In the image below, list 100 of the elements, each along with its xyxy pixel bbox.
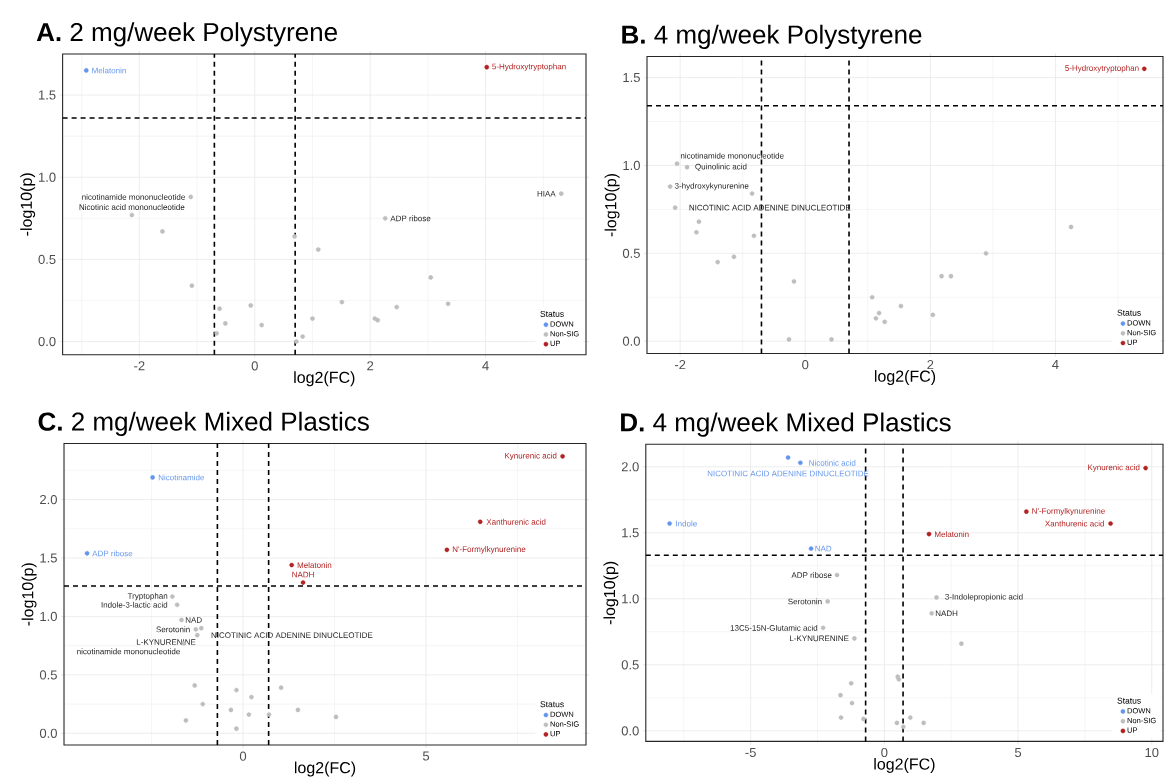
point (194, 632, 200, 638)
x-tick-label: 2 (927, 360, 934, 370)
x-tick-label: 5 (1014, 747, 1022, 757)
point (295, 707, 301, 713)
point (183, 718, 189, 723)
annotation: NAD (815, 545, 832, 552)
point (249, 694, 254, 700)
point (948, 273, 954, 279)
point (1068, 224, 1074, 230)
x-tick-label: -2 (134, 361, 145, 371)
point (876, 310, 882, 316)
point (896, 677, 902, 682)
annotation: N'-Formylkynurenine (1032, 507, 1105, 516)
annotation: NADH (935, 610, 958, 617)
point (785, 455, 791, 460)
point (234, 726, 239, 731)
y-tick-label: 1.5 (622, 528, 639, 538)
annotation: 5-Hydroxytryptophan (1065, 65, 1139, 73)
point (825, 599, 830, 604)
point (838, 715, 844, 720)
point (188, 194, 194, 200)
point (696, 219, 702, 224)
annotation: Nicotinamide (158, 474, 205, 481)
annotation: NICOTINIC ACID ADENINE DINUCLEOTIDE (707, 470, 869, 477)
x-tick-label: 0 (251, 361, 258, 371)
annotation: NAD (185, 617, 202, 623)
annotation: 3-hydroxykynurenine (674, 182, 749, 191)
point (278, 685, 284, 691)
point (820, 625, 826, 631)
x-tick-label: 4 (1052, 360, 1059, 369)
point (558, 191, 564, 196)
point (1141, 66, 1147, 72)
x-axis-title: log2(FC) (294, 371, 355, 387)
point (852, 636, 857, 641)
point (200, 701, 206, 707)
point (259, 322, 264, 328)
annotation: nicotinamide mononucleotide (77, 648, 180, 655)
x-tick-label: 4 (482, 361, 489, 371)
point (223, 321, 228, 326)
x-tick-label: 2 (367, 361, 374, 371)
point (838, 692, 843, 698)
point (861, 716, 866, 722)
point (333, 714, 339, 720)
point (477, 519, 483, 525)
annotation: 5-Hydroxytryptophan (492, 63, 566, 71)
point (84, 551, 90, 556)
point (375, 317, 380, 323)
y-tick-label: 1.0 (623, 160, 640, 171)
y-axis-title: -log10(p) (20, 173, 36, 236)
point (428, 275, 434, 280)
legend-title: Status (1117, 697, 1141, 704)
annotation: Indole (676, 520, 697, 527)
point (217, 306, 222, 311)
annotation: L-KYNURENINE (136, 639, 196, 645)
point (921, 720, 926, 726)
y-tick-label: 1.0 (40, 611, 57, 622)
point (667, 184, 673, 189)
point (170, 594, 175, 599)
y-axis-title: -log10(p) (21, 563, 37, 626)
point (848, 680, 854, 686)
point (869, 294, 875, 300)
point (731, 254, 737, 260)
point (934, 595, 939, 600)
point (292, 234, 297, 239)
y-tick-label: 0.0 (621, 726, 639, 736)
point (849, 700, 855, 706)
point (300, 580, 306, 585)
annotation: Serotonin (156, 626, 190, 633)
y-tick-label: 0.5 (621, 660, 639, 670)
x-tick-label: 0 (802, 360, 809, 370)
x-tick-label: 0 (881, 747, 888, 758)
point (715, 259, 720, 265)
point (189, 283, 195, 288)
annotation: Serotonin (788, 598, 822, 605)
y-tick-label: 0.5 (622, 248, 640, 258)
x-axis-title: log2(FC) (874, 757, 935, 773)
point (983, 251, 989, 256)
x-axis-title: log2(FC) (874, 370, 936, 386)
point (160, 229, 165, 234)
point (808, 546, 814, 551)
y-tick-label: 0.0 (38, 336, 56, 347)
point (930, 312, 936, 318)
point (315, 247, 321, 252)
x-tick-label: -2 (674, 360, 686, 370)
point (234, 687, 239, 693)
point (1143, 465, 1148, 471)
y-axis-title: -log10(p) (603, 561, 619, 625)
annotation: nicotinamide mononucleotide (82, 194, 185, 200)
point (791, 279, 797, 284)
point (83, 68, 89, 73)
point (339, 299, 345, 305)
point (484, 64, 490, 70)
point (266, 712, 272, 717)
annotation: ADP ribose (390, 215, 431, 222)
point (294, 339, 299, 344)
y-tick-label: 0.0 (622, 336, 640, 346)
point (193, 626, 199, 632)
legend-title: Status (540, 701, 564, 708)
x-tick-label: -5 (745, 747, 756, 757)
annotation: L-KYNURENINE (790, 635, 849, 642)
